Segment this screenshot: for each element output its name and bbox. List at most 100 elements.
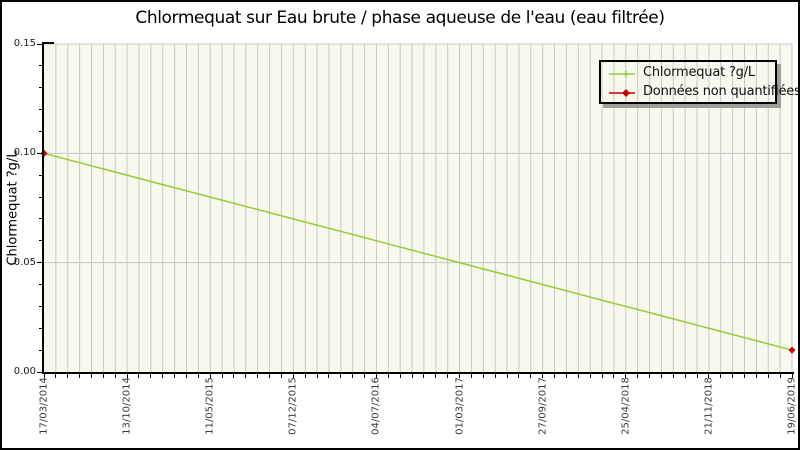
x-tick [387, 374, 389, 378]
x-tick [150, 374, 152, 378]
x-tick [245, 374, 247, 378]
y-tick [39, 109, 42, 111]
x-tick [138, 374, 140, 378]
legend-entry-series: Chlormequat ?g/L [608, 63, 775, 82]
x-tick [744, 374, 745, 378]
x-tick [280, 374, 282, 378]
x-tick [55, 374, 57, 378]
x-tick [411, 374, 413, 378]
x-tick [601, 374, 603, 378]
x-tick [304, 374, 306, 378]
y-tick-label: 0.10 [13, 147, 36, 159]
legend-line-diamond-icon [608, 85, 638, 99]
x-tick [767, 374, 769, 378]
x-tick [340, 374, 342, 378]
x-tick [399, 374, 401, 378]
x-tick-label: 13/10/2014 [121, 377, 133, 435]
x-tick [43, 374, 45, 378]
x-tick [518, 374, 520, 378]
x-tick [696, 374, 698, 378]
x-tick [530, 374, 532, 378]
y-axis-title: Chlormequat ?g/L [5, 150, 21, 266]
chart-title: Chlormequat sur Eau brute / phase aqueus… [135, 8, 665, 28]
x-tick [577, 374, 579, 378]
x-tick [352, 374, 354, 378]
x-tick [542, 374, 544, 378]
x-tick [660, 374, 662, 378]
x-tick-label: 25/04/2018 [620, 377, 632, 435]
y-tick-label: 0.00 [13, 366, 36, 377]
x-tick-label: 11/05/2015 [204, 377, 216, 435]
y-tick [39, 87, 42, 89]
y-tick [39, 327, 42, 329]
non-quantified-point-marker [788, 346, 796, 354]
x-tick [672, 374, 674, 378]
x-tick [494, 374, 496, 378]
line-plot-canvas [40, 43, 796, 372]
y-tick-label: 0.15 [13, 38, 36, 49]
y-tick [37, 43, 42, 45]
x-tick [197, 374, 199, 378]
x-tick [459, 374, 461, 378]
x-tick [364, 374, 366, 378]
y-tick [39, 196, 42, 198]
legend-entry-non-quantified: Données non quantifiées [608, 82, 798, 101]
x-tick-label: 19/06/2019 [786, 377, 798, 435]
y-tick [39, 174, 42, 176]
x-tick [649, 374, 651, 378]
x-tick-label: 27/09/2017 [537, 377, 549, 435]
x-tick [185, 374, 187, 378]
x-tick [221, 374, 223, 378]
x-tick [613, 374, 615, 378]
x-tick [233, 374, 235, 378]
x-tick [102, 374, 104, 378]
y-tick [39, 130, 42, 132]
legend-line-plus-icon [608, 66, 638, 80]
x-tick [90, 374, 92, 378]
legend-label: Données non quantifiées [643, 84, 800, 99]
y-tick [39, 305, 42, 307]
y-axis-spine [42, 42, 44, 374]
x-tick [554, 374, 556, 378]
y-tick [39, 240, 42, 242]
x-tick [209, 374, 211, 378]
x-tick [174, 374, 176, 378]
x-tick [684, 374, 686, 378]
x-tick [625, 374, 627, 378]
x-tick [126, 374, 128, 378]
x-tick [316, 374, 318, 378]
y-tick [37, 262, 42, 264]
x-tick [708, 374, 710, 378]
legend-label: Chlormequat ?g/L [643, 65, 755, 80]
x-tick [565, 374, 567, 378]
x-tick-label: 21/11/2018 [703, 377, 715, 435]
x-tick [162, 374, 164, 378]
y-tick [39, 218, 42, 220]
x-tick-label: 07/12/2015 [287, 377, 299, 435]
x-tick-label: 04/07/2016 [370, 377, 382, 435]
x-tick [720, 374, 722, 378]
x-tick-label: 01/03/2017 [454, 377, 466, 435]
y-tick [39, 65, 42, 67]
x-tick [482, 374, 484, 378]
x-tick [67, 374, 69, 378]
x-tick [506, 374, 508, 378]
y-tick [39, 349, 42, 351]
x-tick [732, 374, 734, 378]
y-tick [37, 371, 42, 373]
y-tick [37, 152, 42, 154]
legend: Chlormequat ?g/L Données non quantifiées [599, 60, 798, 104]
x-tick [637, 374, 639, 378]
x-tick [435, 374, 437, 378]
x-tick [375, 374, 377, 378]
x-axis-spine [42, 372, 794, 374]
plot-area [40, 43, 796, 372]
y-tick-label: 0.05 [13, 256, 36, 268]
y-tick [39, 284, 42, 286]
x-tick [470, 374, 472, 378]
x-tick [755, 374, 757, 378]
x-tick [328, 374, 330, 378]
x-tick [589, 374, 591, 378]
x-tick [292, 374, 294, 378]
